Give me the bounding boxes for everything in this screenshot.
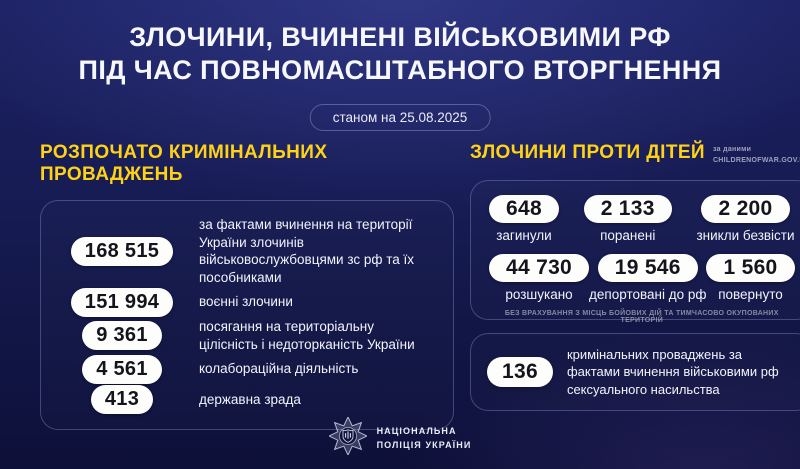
- stat-label-total: за фактами вчинення на території України…: [199, 217, 415, 285]
- stat-killed: 648 загинули: [489, 195, 559, 243]
- stat-value-wounded: 2 133: [583, 195, 672, 223]
- content-columns: РОЗПОЧАТО КРИМІНАЛЬНИХ ПРОВАДЖЕНЬ 168 51…: [40, 142, 800, 430]
- stat-label-missing: зникли безвісти: [696, 228, 795, 243]
- children-stats-card: 648 загинули 2 133 поранені 2 200 зникли…: [470, 180, 800, 324]
- stat-value-collaboration: 4 561: [82, 354, 162, 384]
- org-name: НАЦІОНАЛЬНА ПОЛІЦІЯ УКРАЇНИ: [377, 425, 472, 453]
- stat-value-deported: 19 546: [597, 254, 698, 282]
- national-police-star-icon: [327, 415, 368, 460]
- stat-value-returned: 1 560: [706, 254, 795, 282]
- date-badge: станом на 25.08.2025: [309, 104, 491, 131]
- stat-label-found: розшукано: [505, 287, 573, 302]
- org-name-line-1: НАЦІОНАЛЬНА: [376, 425, 457, 436]
- stat-label-war-crimes: воєнні злочини: [199, 294, 293, 310]
- stat-label-territorial-integrity: посягання на територіальну цілісність і …: [199, 319, 415, 352]
- stat-missing: 2 200 зникли безвісти: [696, 195, 795, 243]
- criminal-proceedings-card: 168 515 за фактами вчинення на території…: [40, 200, 454, 430]
- stat-label-wounded: поранені: [600, 228, 656, 243]
- stat-value-total: 168 515: [70, 236, 174, 266]
- stat-value-territorial-integrity: 9 361: [82, 321, 162, 351]
- sexual-violence-card: 136 кримінальних проваджень за фактами в…: [470, 333, 800, 411]
- title-line-2: ПІД ЧАС ПОВНОМАСШТАБНОГО ВТОРГНЕННЯ: [78, 54, 722, 85]
- criminal-proceedings-heading: РОЗПОЧАТО КРИМІНАЛЬНИХ ПРОВАДЖЕНЬ: [40, 142, 328, 185]
- stat-row-treason: 413 державна зрада: [59, 384, 435, 414]
- children-stats-row-1: 648 загинули 2 133 поранені 2 200 зникли…: [483, 195, 800, 243]
- stat-returned: 1 560 повернуто: [706, 254, 795, 302]
- criminal-proceedings-section: РОЗПОЧАТО КРИМІНАЛЬНИХ ПРОВАДЖЕНЬ 168 51…: [40, 142, 454, 430]
- stat-found: 44 730 розшукано: [489, 254, 590, 302]
- children-footnote: БЕЗ ВРАХУВАННЯ З МІСЦЬ БОЙОВИХ ДІЙ ТА ТИ…: [504, 310, 779, 324]
- title-line-1: ЗЛОЧИНИ, ВЧИНЕНІ ВІЙСЬКОВИМИ РФ: [129, 22, 671, 52]
- stat-label-collaboration: колабораційна діяльність: [199, 361, 359, 377]
- source-note-line-1: за даними: [712, 146, 752, 153]
- source-note: за даними CHILDRENOFWAR.GOV.UA: [713, 145, 800, 166]
- stat-value-war-crimes: 151 994: [70, 287, 174, 317]
- stat-value-killed: 648: [489, 195, 559, 223]
- stat-row-total: 168 515 за фактами вчинення на території…: [59, 216, 435, 286]
- crimes-against-children-section: ЗЛОЧИНИ ПРОТИ ДІТЕЙ за даними CHILDRENOF…: [470, 142, 800, 430]
- stat-value-missing: 2 200: [701, 195, 790, 223]
- footer: НАЦІОНАЛЬНА ПОЛІЦІЯ УКРАЇНИ: [0, 415, 800, 460]
- stat-row-territorial-integrity: 9 361 посягання на територіальну цілісні…: [59, 318, 435, 353]
- stat-wounded: 2 133 поранені: [583, 195, 672, 243]
- children-stats-row-2: 44 730 розшукано 19 546 депортовані до р…: [483, 254, 800, 302]
- org-name-line-2: ПОЛІЦІЯ УКРАЇНИ: [376, 439, 472, 450]
- page-title: ЗЛОЧИНИ, ВЧИНЕНІ ВІЙСЬКОВИМИ РФ ПІД ЧАС …: [0, 21, 800, 87]
- stat-row-collaboration: 4 561 колабораційна діяльність: [59, 354, 435, 384]
- stat-label-sexual-violence: кримінальних проваджень за фактами вчине…: [566, 347, 779, 397]
- children-heading: ЗЛОЧИНИ ПРОТИ ДІТЕЙ: [470, 142, 705, 163]
- stat-row-war-crimes: 151 994 воєнні злочини: [59, 287, 435, 317]
- stat-deported: 19 546 депортовані до рф: [589, 254, 706, 302]
- stat-value-sexual-violence: 136: [487, 357, 553, 387]
- stat-value-found: 44 730: [489, 254, 590, 282]
- stat-label-killed: загинули: [496, 228, 552, 243]
- stat-label-returned: повернуто: [718, 287, 783, 302]
- children-heading-row: ЗЛОЧИНИ ПРОТИ ДІТЕЙ за даними CHILDRENOF…: [470, 142, 800, 166]
- stat-label-treason: державна зрада: [199, 391, 301, 407]
- stat-value-treason: 413: [90, 384, 154, 414]
- stat-label-deported: депортовані до рф: [589, 287, 707, 302]
- source-note-line-2: CHILDRENOFWAR.GOV.UA: [712, 156, 800, 164]
